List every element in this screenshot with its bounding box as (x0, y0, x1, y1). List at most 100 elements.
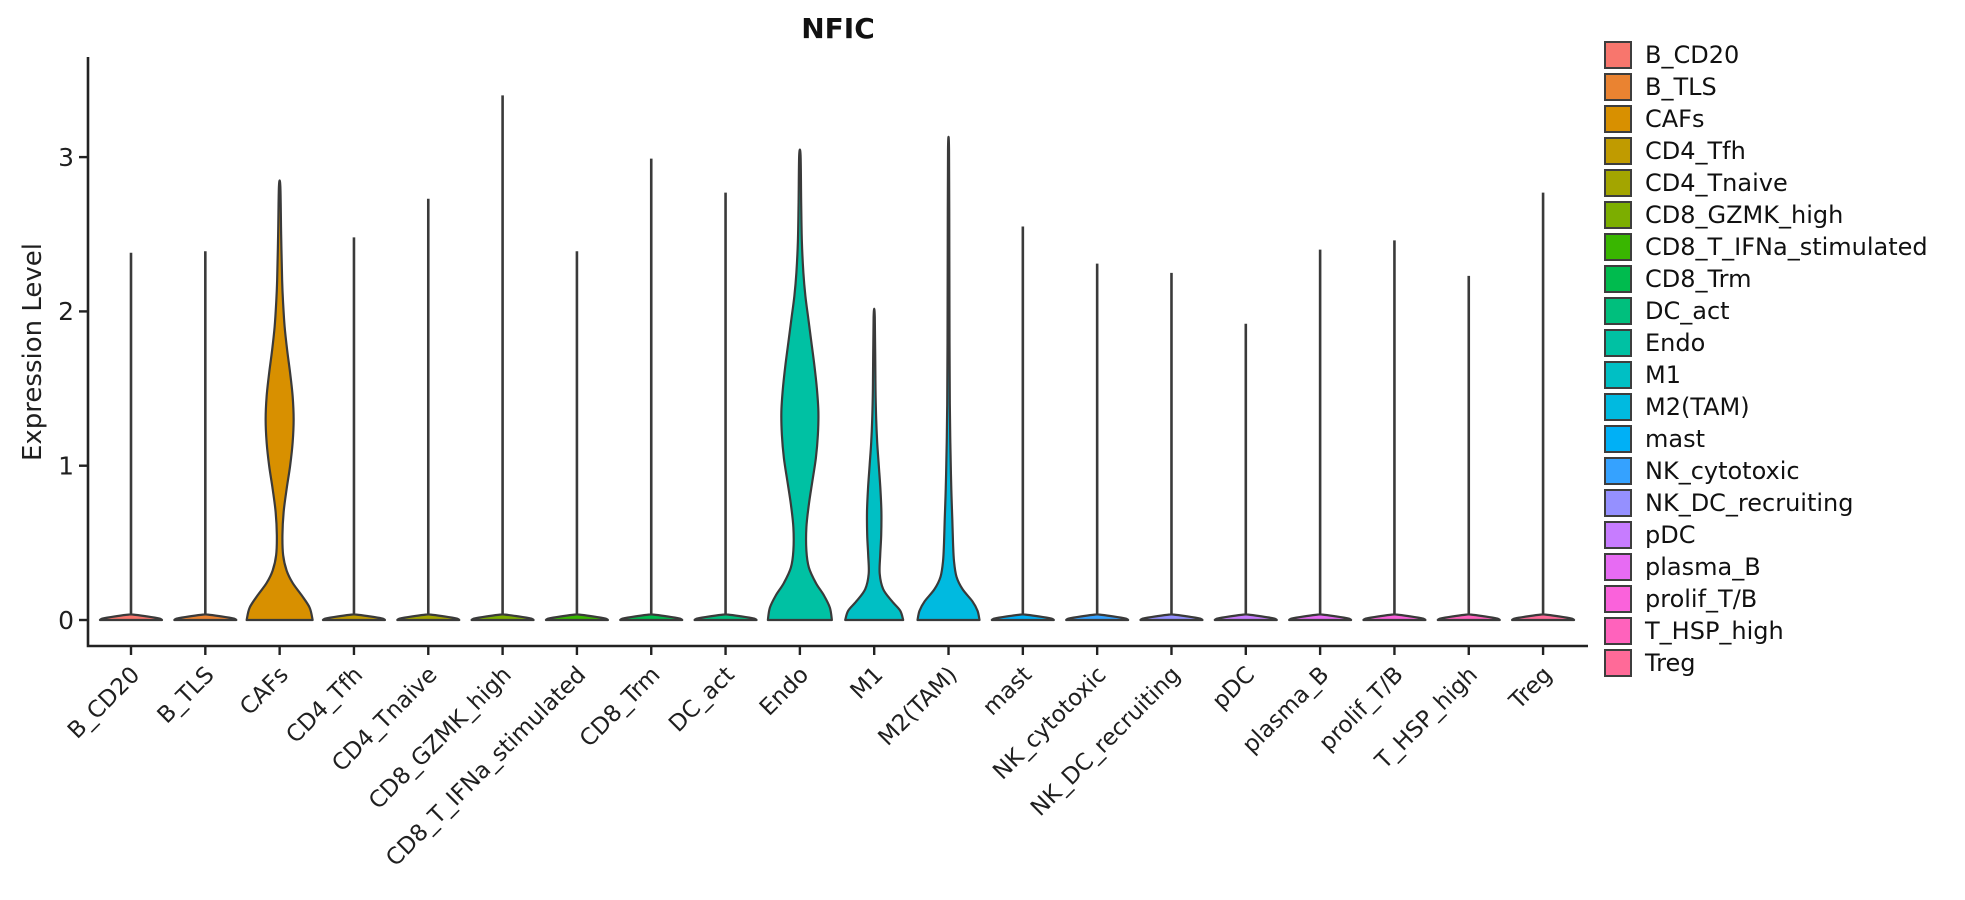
legend-item: B_CD20 (1604, 41, 1928, 69)
x-category-label: M2(TAM) (873, 662, 962, 751)
violin-mast (990, 613, 1055, 622)
violin-prolif_T/B (1362, 613, 1427, 622)
legend-label: mast (1645, 425, 1705, 453)
legend-item: CD4_Tnaive (1604, 169, 1928, 197)
legend-label: Endo (1645, 329, 1706, 357)
legend-swatch (1604, 265, 1632, 293)
y-axis-label: Expression Level (18, 242, 48, 462)
violin-CD8_T_IFNa_stimulated (544, 613, 610, 622)
legend-swatch (1604, 137, 1632, 165)
violin-CD4_Tnaive (396, 613, 461, 622)
violin-M2(TAM) (916, 135, 981, 622)
violin-CD8_GZMK_high (470, 613, 535, 622)
legend-swatch (1604, 105, 1632, 133)
x-category-label: Endo (755, 662, 814, 721)
x-category-label: NK_DC_recruiting (1026, 662, 1186, 822)
violin-B_CD20 (98, 613, 164, 622)
legend-item: Endo (1604, 329, 1928, 357)
violin-CD8_Trm (619, 613, 684, 622)
legend-label: M2(TAM) (1645, 393, 1750, 421)
legend-label: DC_act (1645, 297, 1730, 325)
legend-item: T_HSP_high (1604, 617, 1928, 645)
legend-item: DC_act (1604, 297, 1928, 325)
y-tick-label: 1 (58, 451, 74, 480)
legend-swatch (1604, 617, 1632, 645)
legend-label: CD4_Tfh (1645, 137, 1746, 165)
axes-lines (86, 57, 1588, 648)
legend-swatch (1604, 521, 1632, 549)
legend-swatch (1604, 457, 1632, 485)
legend-label: T_HSP_high (1645, 617, 1784, 645)
x-category-label: B_TLS (153, 662, 220, 729)
chart-title: NFIC (801, 12, 875, 45)
violin-CD4_Tfh (321, 613, 387, 622)
legend-item: CD8_GZMK_high (1604, 201, 1928, 229)
legend-label: B_TLS (1645, 73, 1717, 101)
legend-label: CAFs (1645, 105, 1705, 133)
legend-item: NK_cytotoxic (1604, 457, 1928, 485)
legend-label: CD8_T_IFNa_stimulated (1645, 233, 1928, 261)
violin-Treg (1510, 613, 1576, 622)
legend-item: NK_DC_recruiting (1604, 489, 1928, 517)
legend-item: mast (1604, 425, 1928, 453)
legend-item: prolif_T/B (1604, 585, 1928, 613)
legend-label: plasma_B (1645, 553, 1761, 581)
legend-label: NK_cytotoxic (1645, 457, 1800, 485)
x-category-label: pDC (1207, 662, 1260, 715)
legend-swatch (1604, 169, 1632, 197)
legend-item: plasma_B (1604, 553, 1928, 581)
legend-item: B_TLS (1604, 73, 1928, 101)
legend-item: CD4_Tfh (1604, 137, 1928, 165)
x-category-label: DC_act (664, 662, 740, 738)
legend-label: pDC (1645, 521, 1696, 549)
legend-swatch (1604, 393, 1632, 421)
y-tick-label: 2 (58, 297, 74, 326)
x-category-label: CAFs (235, 662, 294, 721)
legend: B_CD20 B_TLS CAFs CD4_Tfh CD4_Tnaive CD8_GZMK… (1604, 41, 1928, 677)
legend-swatch (1604, 425, 1632, 453)
legend-swatch (1604, 553, 1632, 581)
x-category-label: mast (978, 662, 1037, 721)
legend-label: CD8_Trm (1645, 265, 1752, 293)
legend-item: CAFs (1604, 105, 1928, 133)
legend-swatch (1604, 73, 1632, 101)
legend-swatch (1604, 41, 1632, 69)
violin-NK_DC_recruiting (1139, 613, 1204, 622)
y-tick-label: 3 (58, 143, 74, 172)
legend-swatch (1604, 201, 1632, 229)
violin-CAFs (245, 179, 314, 622)
x-category-label: CD8_GZMK_high (364, 662, 517, 815)
x-category-label: B_CD20 (63, 662, 145, 744)
legend-item: M1 (1604, 361, 1928, 389)
violin-DC_act (693, 613, 758, 622)
legend-label: Treg (1645, 649, 1696, 677)
legend-swatch (1604, 585, 1632, 613)
legend-label: B_CD20 (1645, 41, 1740, 69)
x-category-label: Treg (1504, 662, 1557, 715)
violin-B_TLS (173, 613, 238, 622)
violin-NK_cytotoxic (1065, 613, 1130, 622)
legend-label: CD4_Tnaive (1645, 169, 1788, 197)
legend-item: Treg (1604, 649, 1928, 677)
x-category-label: M1 (846, 662, 889, 705)
x-category-label: CD8_Trm (575, 662, 666, 753)
legend-swatch (1604, 361, 1632, 389)
legend-label: CD8_GZMK_high (1645, 201, 1844, 229)
legend-item: CD8_Trm (1604, 265, 1928, 293)
legend-item: M2(TAM) (1604, 393, 1928, 421)
legend-swatch (1604, 297, 1632, 325)
legend-swatch (1604, 233, 1632, 261)
violin-pDC (1213, 613, 1278, 622)
legend-swatch (1604, 329, 1632, 357)
legend-item: CD8_T_IFNa_stimulated (1604, 233, 1928, 261)
violin-T_HSP_high (1436, 613, 1501, 622)
legend-label: prolif_T/B (1645, 585, 1758, 613)
legend-swatch (1604, 489, 1632, 517)
legend-item: pDC (1604, 521, 1928, 549)
legend-swatch (1604, 649, 1632, 677)
legend-label: NK_DC_recruiting (1645, 489, 1854, 517)
violin-plasma_B (1288, 613, 1353, 622)
violin-M1 (844, 307, 905, 622)
